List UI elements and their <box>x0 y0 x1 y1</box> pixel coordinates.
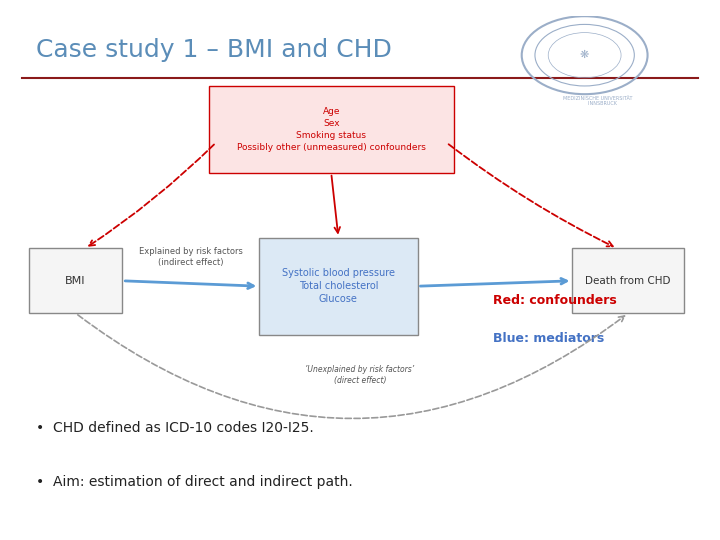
Text: Systolic blood pressure
Total cholesterol
Glucose: Systolic blood pressure Total cholestero… <box>282 268 395 305</box>
FancyBboxPatch shape <box>259 238 418 335</box>
Text: •  Aim: estimation of direct and indirect path.: • Aim: estimation of direct and indirect… <box>36 475 353 489</box>
Text: Red: confounders: Red: confounders <box>493 294 617 307</box>
FancyBboxPatch shape <box>572 248 684 313</box>
Text: Death from CHD: Death from CHD <box>585 276 671 286</box>
Text: ❋: ❋ <box>580 50 590 60</box>
Text: Case study 1 – BMI and CHD: Case study 1 – BMI and CHD <box>36 38 392 62</box>
FancyBboxPatch shape <box>29 248 122 313</box>
Text: Blue: mediators: Blue: mediators <box>493 332 605 345</box>
Text: •  CHD defined as ICD-10 codes I20-I25.: • CHD defined as ICD-10 codes I20-I25. <box>36 421 314 435</box>
Text: MEDIZINISCHE UNIVERSITÄT
      INNSBRUCK: MEDIZINISCHE UNIVERSITÄT INNSBRUCK <box>563 96 633 106</box>
Text: Age
Sex
Smoking status
Possibly other (unmeasured) confounders: Age Sex Smoking status Possibly other (u… <box>237 107 426 152</box>
Text: ’Unexplained by risk factors’
(direct effect): ’Unexplained by risk factors’ (direct ef… <box>305 364 415 384</box>
Text: Explained by risk factors
(indirect effect): Explained by risk factors (indirect effe… <box>139 247 243 267</box>
FancyBboxPatch shape <box>209 86 454 173</box>
Text: BMI: BMI <box>66 276 86 286</box>
